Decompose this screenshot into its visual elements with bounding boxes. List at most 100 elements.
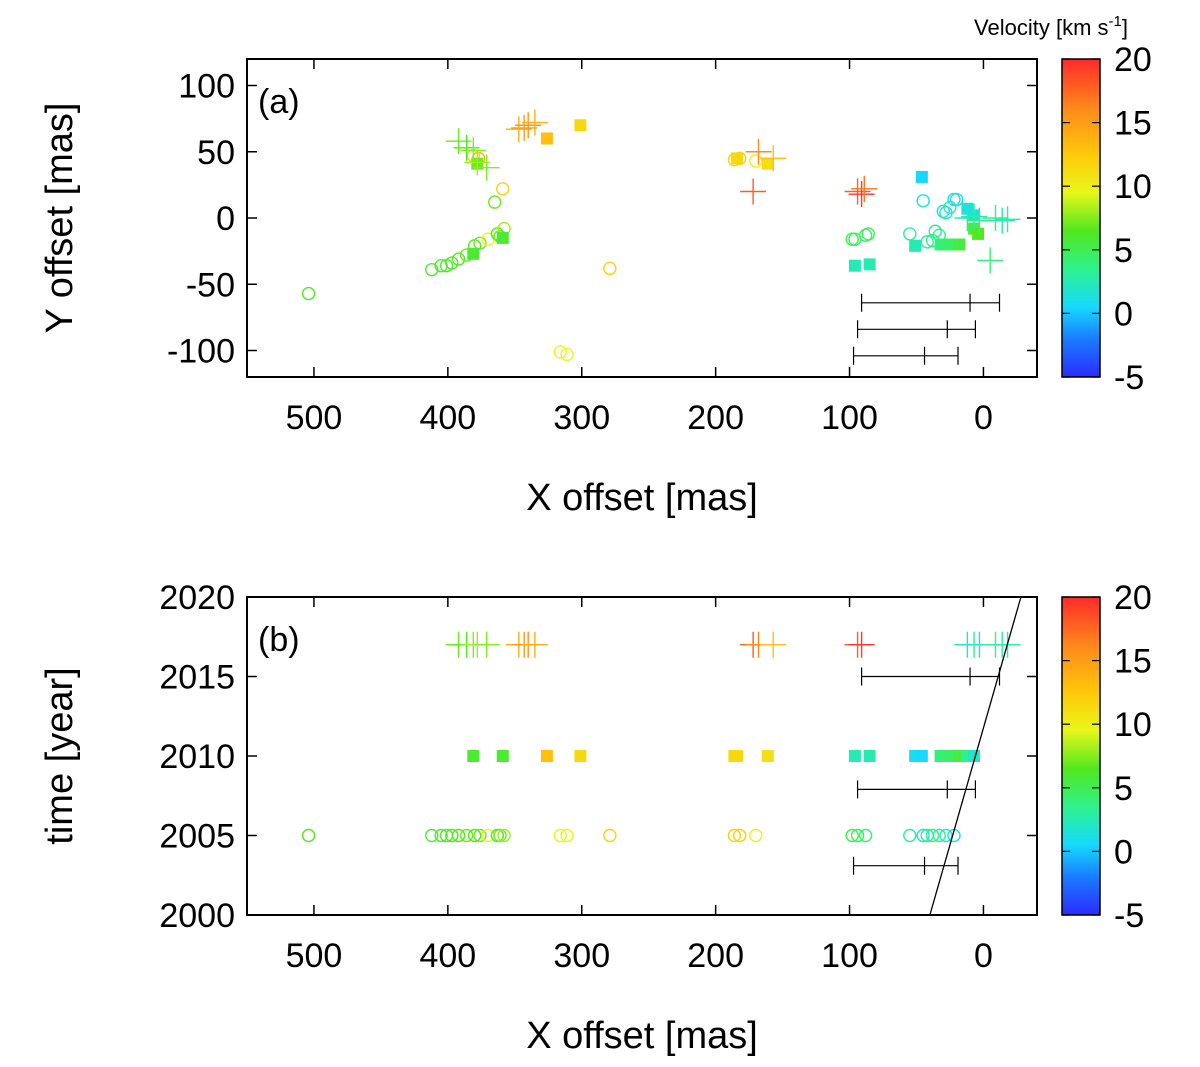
circle-point bbox=[749, 154, 763, 168]
square-point bbox=[467, 247, 480, 260]
x-tick-label: 300 bbox=[553, 937, 610, 975]
y-tick-label: 2000 bbox=[159, 897, 235, 935]
y-tick-label: 2020 bbox=[159, 579, 235, 617]
y-tick-label: 0 bbox=[216, 200, 235, 238]
circle-point bbox=[425, 262, 439, 277]
square-point bbox=[496, 750, 509, 762]
circle-point bbox=[925, 828, 940, 843]
panel-b-ticks: 500 400 300 200 100 0 2020 2015 2010 2005 2000 bbox=[159, 579, 1037, 975]
plus-point bbox=[464, 149, 491, 176]
y-tick-label: 2015 bbox=[159, 659, 235, 697]
y-tick-label: -50 bbox=[186, 266, 235, 304]
circle-point bbox=[845, 828, 859, 843]
circle-point bbox=[434, 828, 448, 843]
plus-point bbox=[989, 207, 1016, 234]
circle-point bbox=[445, 828, 459, 843]
colorbar-tick-label: 0 bbox=[1114, 295, 1133, 333]
circle-point bbox=[493, 828, 507, 843]
panel-a-y-axis-title: Y offset [mas] bbox=[39, 103, 81, 334]
colorbar-b-gradient bbox=[1061, 596, 1101, 916]
circle-point bbox=[473, 236, 487, 250]
colorbar-tick-label: 10 bbox=[1114, 168, 1152, 206]
square-point bbox=[574, 750, 587, 762]
circle-point bbox=[949, 192, 964, 207]
error-bar bbox=[852, 856, 959, 875]
colorbar-tick-label: 20 bbox=[1114, 579, 1152, 617]
circle-point bbox=[553, 345, 568, 359]
plus-point bbox=[521, 109, 548, 136]
plus-point bbox=[745, 138, 772, 165]
square-point bbox=[540, 750, 553, 762]
square-point bbox=[848, 750, 861, 762]
square-point bbox=[915, 170, 928, 183]
colorbar-tick-label: -5 bbox=[1114, 359, 1144, 397]
circle-point bbox=[903, 227, 917, 241]
square-point bbox=[574, 119, 587, 132]
error-bar bbox=[856, 320, 977, 339]
circle-point bbox=[496, 182, 510, 196]
plus-point bbox=[982, 205, 1009, 231]
circle-point bbox=[845, 232, 859, 246]
circle-point bbox=[560, 347, 574, 362]
panel-b: 500 400 300 200 100 0 2020 2015 2010 2005 2000 (b)… bbox=[39, 579, 1038, 1057]
y-tick-label: 100 bbox=[178, 68, 235, 106]
x-tick-label: 100 bbox=[821, 937, 878, 975]
plus-point bbox=[453, 134, 480, 161]
plus-point bbox=[740, 178, 767, 205]
square-point bbox=[863, 750, 876, 762]
y-tick-label: 2010 bbox=[159, 738, 235, 776]
square-point bbox=[761, 157, 774, 170]
circle-point bbox=[850, 828, 865, 843]
colorbar-tick-label: 20 bbox=[1114, 41, 1152, 79]
square-point bbox=[942, 750, 955, 762]
plus-point bbox=[473, 154, 500, 181]
square-point bbox=[540, 132, 553, 145]
circle-point bbox=[939, 828, 953, 843]
square-point bbox=[909, 239, 922, 252]
circle-point bbox=[451, 828, 466, 843]
circle-point bbox=[560, 828, 574, 843]
error-bar bbox=[856, 780, 977, 799]
colorbar-a: -5 0 5 10 15 20 bbox=[1061, 41, 1152, 397]
x-tick-label: 100 bbox=[821, 399, 878, 437]
colorbar-tick-label: 5 bbox=[1114, 770, 1133, 808]
x-tick-label: 300 bbox=[553, 399, 610, 437]
plus-point bbox=[954, 205, 981, 231]
circle-point bbox=[916, 828, 930, 843]
x-tick-label: 200 bbox=[687, 937, 744, 975]
plus-point bbox=[473, 631, 500, 658]
y-tick-label: 2005 bbox=[159, 818, 235, 856]
panel-a-label: (a) bbox=[258, 83, 300, 121]
error-bar bbox=[860, 293, 1001, 312]
circle-point bbox=[497, 828, 511, 843]
colorbar-tick-label: -5 bbox=[1114, 897, 1144, 935]
circle-point bbox=[488, 195, 502, 209]
circle-point bbox=[928, 224, 942, 238]
y-tick-label: 50 bbox=[197, 134, 235, 172]
x-tick-label: 0 bbox=[974, 399, 993, 437]
plus-point bbox=[521, 631, 548, 658]
colorbar-tick-label: 15 bbox=[1114, 105, 1152, 143]
circle-point bbox=[920, 235, 934, 249]
panel-a-x-axis-title: X offset [mas] bbox=[526, 477, 758, 519]
colorbar-tick-label: 5 bbox=[1114, 232, 1133, 270]
trend-line bbox=[929, 596, 1022, 916]
plus-point bbox=[844, 178, 871, 205]
circle-point bbox=[473, 828, 487, 843]
x-tick-label: 400 bbox=[419, 399, 476, 437]
square-point bbox=[496, 231, 509, 244]
panel-b-label: (b) bbox=[258, 621, 300, 659]
plus-point bbox=[851, 175, 878, 202]
square-point bbox=[848, 259, 861, 272]
circle-point bbox=[749, 828, 763, 843]
square-point bbox=[942, 238, 955, 251]
circle-point bbox=[467, 828, 482, 843]
plus-point bbox=[460, 137, 487, 164]
colorbar-b: -5 0 5 10 15 20 bbox=[1061, 579, 1152, 935]
panel-b-marks bbox=[301, 596, 1022, 916]
square-point bbox=[953, 238, 966, 251]
panel-b-y-axis-title: time [year] bbox=[39, 667, 81, 844]
plus-point bbox=[966, 207, 993, 234]
